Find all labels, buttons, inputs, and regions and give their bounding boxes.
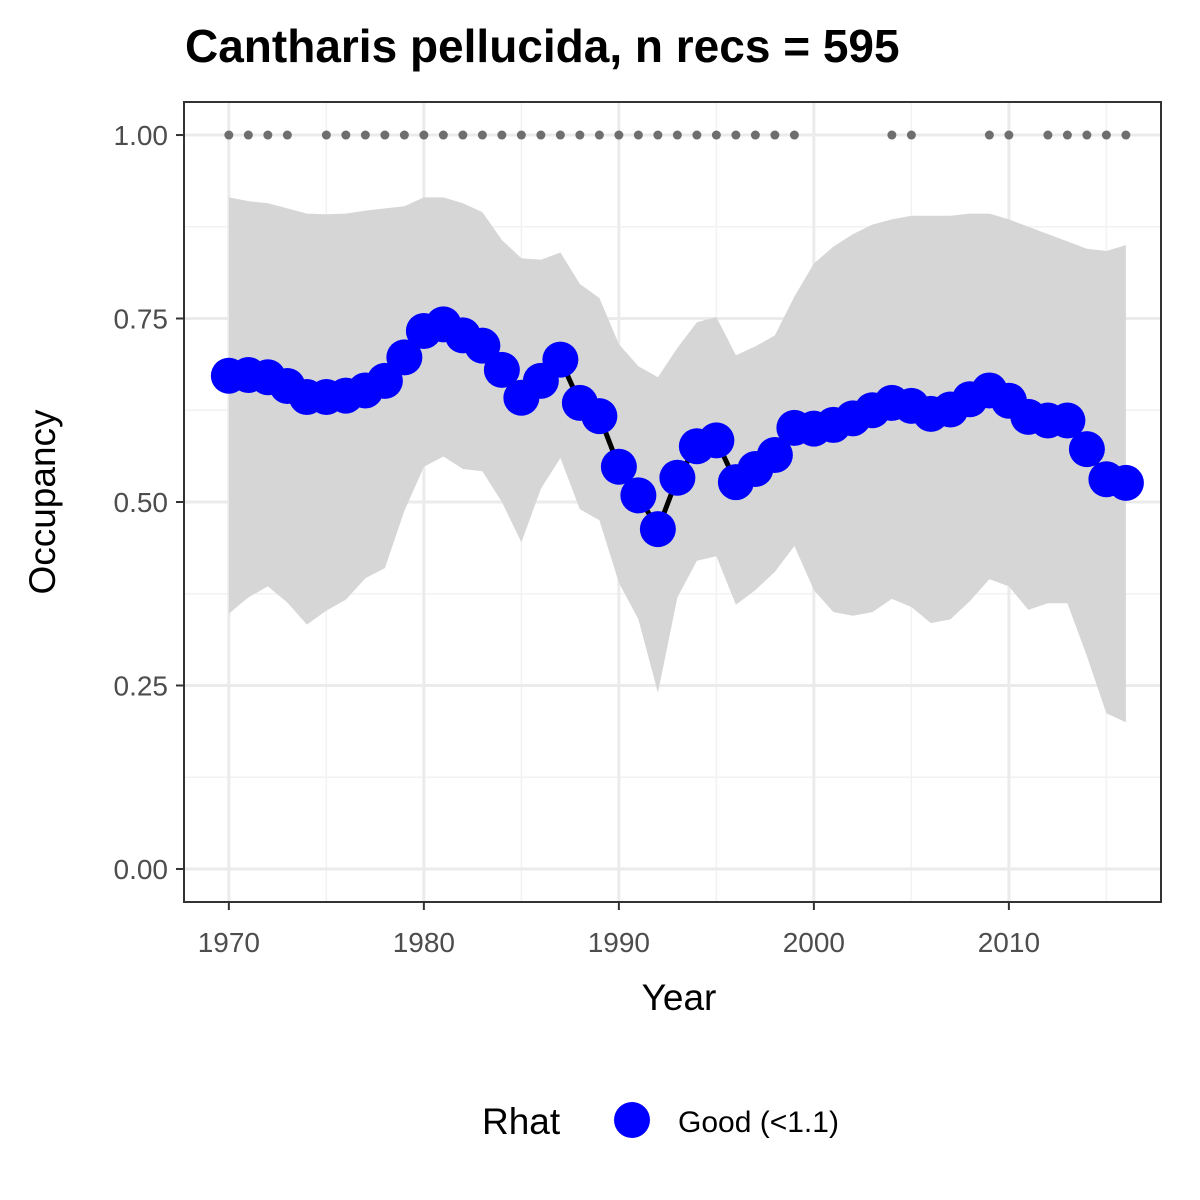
record-year-dot bbox=[594, 130, 604, 140]
legend: Rhat Good (<1.1) bbox=[482, 1101, 839, 1142]
record-year-dot bbox=[1101, 130, 1111, 140]
occupancy-point bbox=[1107, 464, 1144, 501]
record-year-dot bbox=[419, 130, 429, 140]
record-year-dot bbox=[672, 130, 682, 140]
y-axis-title: Occupancy bbox=[22, 409, 63, 595]
record-year-dot bbox=[321, 130, 331, 140]
y-tick-label: 0.75 bbox=[114, 304, 169, 335]
recorded-years-markers bbox=[224, 130, 1131, 140]
x-tick-label: 2010 bbox=[978, 927, 1040, 958]
x-axis-title: Year bbox=[642, 977, 717, 1018]
y-tick-label: 0.50 bbox=[114, 487, 169, 518]
record-year-dot bbox=[614, 130, 624, 140]
occupancy-point bbox=[581, 398, 618, 435]
x-tick-label: 1990 bbox=[588, 927, 650, 958]
y-tick-label: 0.00 bbox=[114, 854, 169, 885]
record-year-dot bbox=[750, 130, 760, 140]
record-year-dot bbox=[711, 130, 721, 140]
record-year-dot bbox=[1004, 130, 1014, 140]
occupancy-point bbox=[639, 511, 676, 548]
record-year-dot bbox=[399, 130, 409, 140]
y-tick-label: 0.25 bbox=[114, 670, 169, 701]
occupancy-point bbox=[756, 437, 793, 474]
occupancy-point bbox=[464, 327, 501, 364]
occupancy-point bbox=[659, 459, 696, 496]
record-year-dot bbox=[692, 130, 702, 140]
occupancy-point bbox=[698, 422, 735, 459]
record-year-dot bbox=[633, 130, 643, 140]
record-year-dot bbox=[341, 130, 351, 140]
record-year-dot bbox=[1082, 130, 1092, 140]
record-year-dot bbox=[497, 130, 507, 140]
x-tick-label: 2000 bbox=[783, 927, 845, 958]
record-year-dot bbox=[555, 130, 565, 140]
y-axis: 0.00 0.25 0.50 0.75 1.00 bbox=[114, 120, 184, 885]
x-tick-label: 1970 bbox=[198, 927, 260, 958]
record-year-dot bbox=[263, 130, 273, 140]
record-year-dot bbox=[1121, 130, 1131, 140]
occupancy-point bbox=[600, 448, 637, 485]
record-year-dot bbox=[887, 130, 897, 140]
y-tick-label: 1.00 bbox=[114, 120, 169, 151]
record-year-dot bbox=[243, 130, 253, 140]
occupancy-point bbox=[386, 339, 423, 376]
x-tick-label: 1980 bbox=[393, 927, 455, 958]
occupancy-points bbox=[210, 306, 1144, 548]
record-year-dot bbox=[906, 130, 916, 140]
occupancy-point bbox=[620, 477, 657, 514]
record-year-dot bbox=[984, 130, 994, 140]
record-year-dot bbox=[282, 130, 292, 140]
record-year-dot bbox=[653, 130, 663, 140]
record-year-dot bbox=[770, 130, 780, 140]
record-year-dot bbox=[458, 130, 468, 140]
record-year-dot bbox=[1062, 130, 1072, 140]
record-year-dot bbox=[731, 130, 741, 140]
record-year-dot bbox=[1043, 130, 1053, 140]
record-year-dot bbox=[224, 130, 234, 140]
record-year-dot bbox=[438, 130, 448, 140]
record-year-dot bbox=[789, 130, 799, 140]
record-year-dot bbox=[536, 130, 546, 140]
record-year-dot bbox=[360, 130, 370, 140]
chart-title: Cantharis pellucida, n recs = 595 bbox=[185, 20, 900, 72]
record-year-dot bbox=[575, 130, 585, 140]
record-year-dot bbox=[380, 130, 390, 140]
x-axis: 1970 1980 1990 2000 2010 bbox=[198, 902, 1040, 958]
occupancy-point bbox=[1049, 402, 1086, 439]
record-year-dot bbox=[516, 130, 526, 140]
legend-title: Rhat bbox=[482, 1101, 561, 1142]
legend-label: Good (<1.1) bbox=[678, 1106, 839, 1139]
record-year-dot bbox=[477, 130, 487, 140]
occupancy-point bbox=[1068, 431, 1105, 468]
occupancy-point bbox=[483, 351, 520, 388]
legend-marker bbox=[614, 1102, 650, 1138]
occupancy-point bbox=[542, 341, 579, 378]
